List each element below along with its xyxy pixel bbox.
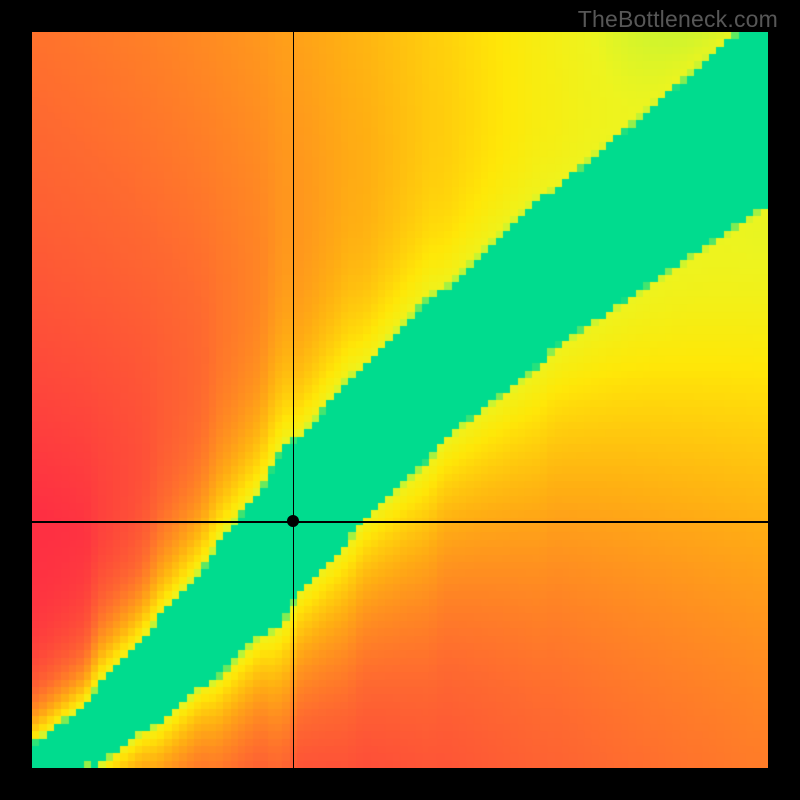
heatmap-canvas <box>32 32 768 768</box>
chart-container: TheBottleneck.com <box>0 0 800 800</box>
crosshair-vertical <box>293 32 294 768</box>
plot-area <box>32 32 768 768</box>
crosshair-horizontal <box>32 521 768 522</box>
watermark-text: TheBottleneck.com <box>578 6 778 33</box>
